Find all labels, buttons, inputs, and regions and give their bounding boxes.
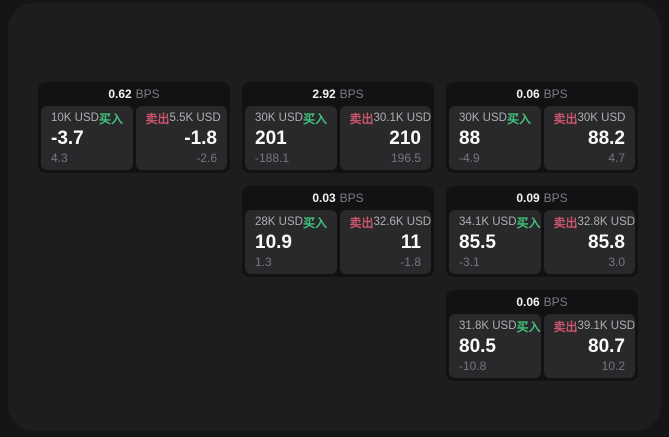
- sell-delta: 10.2: [601, 359, 625, 373]
- buy-quote-tile[interactable]: 34.1K USD 买入 85.5 -3.1: [449, 210, 541, 274]
- sell-button[interactable]: 卖出: [349, 216, 374, 230]
- card-header: 0.06 BPS: [446, 290, 638, 314]
- quote-card-1: 0.62 BPS 10K USD 买入 -3.7 4.3 卖出 5.5K USD…: [38, 82, 230, 173]
- buy-price: 201: [255, 128, 287, 149]
- sell-size-label: 30.1K USD: [373, 112, 432, 125]
- sell-price: -1.8: [184, 128, 217, 149]
- sell-size-label: 32.6K USD: [373, 216, 432, 229]
- buy-button[interactable]: 买入: [302, 216, 327, 230]
- buy-delta: -3.1: [459, 255, 480, 269]
- buy-delta: -10.8: [459, 359, 487, 373]
- spread-bps-value: 0.09: [516, 191, 540, 205]
- sell-button[interactable]: 卖出: [349, 112, 374, 126]
- spread-bps-value: 0.06: [516, 295, 540, 309]
- sell-quote-tile[interactable]: 卖出 32.8K USD 85.8 3.0: [543, 210, 636, 274]
- buy-quote-tile[interactable]: 30K USD 买入 88 -4.9: [449, 106, 541, 170]
- spread-bps-unit: BPS: [339, 191, 364, 205]
- sell-delta: 196.5: [390, 151, 421, 165]
- spread-bps-value: 0.03: [312, 191, 336, 205]
- quotes-panel: 0.62 BPS 10K USD 买入 -3.7 4.3 卖出 5.5K USD…: [8, 3, 661, 431]
- buy-size-label: 31.8K USD: [459, 320, 517, 333]
- sell-button[interactable]: 卖出: [145, 112, 170, 126]
- sell-delta: 3.0: [608, 255, 625, 269]
- sell-button[interactable]: 卖出: [553, 320, 578, 334]
- buy-price: -3.7: [51, 128, 84, 149]
- quote-card-3: 0.06 BPS 30K USD 买入 88 -4.9 卖出 30K USD 8…: [446, 82, 638, 173]
- buy-size-label: 10K USD: [51, 112, 99, 125]
- spread-bps-unit: BPS: [543, 87, 568, 101]
- sell-quote-tile[interactable]: 卖出 30.1K USD 210 196.5: [339, 106, 432, 170]
- card-header: 2.92 BPS: [242, 82, 434, 106]
- buy-delta: 1.3: [255, 255, 272, 269]
- card-body: 30K USD 买入 88 -4.9 卖出 30K USD 88.2 4.7: [446, 106, 638, 173]
- sell-size-label: 32.8K USD: [577, 216, 636, 229]
- sell-delta: -2.6: [196, 151, 217, 165]
- quote-card-4: 0.03 BPS 28K USD 买入 10.9 1.3 卖出 32.6K US…: [242, 186, 434, 277]
- quote-card-6: 0.06 BPS 31.8K USD 买入 80.5 -10.8 卖出 39.1…: [446, 290, 638, 381]
- card-header: 0.03 BPS: [242, 186, 434, 210]
- card-body: 31.8K USD 买入 80.5 -10.8 卖出 39.1K USD 80.…: [446, 314, 638, 381]
- buy-price: 10.9: [255, 232, 292, 253]
- sell-quote-tile[interactable]: 卖出 39.1K USD 80.7 10.2: [543, 314, 636, 378]
- spread-bps-value: 2.92: [312, 87, 336, 101]
- buy-price: 85.5: [459, 232, 496, 253]
- spread-bps-value: 0.62: [108, 87, 132, 101]
- card-body: 34.1K USD 买入 85.5 -3.1 卖出 32.8K USD 85.8…: [446, 210, 638, 277]
- sell-price: 85.8: [588, 232, 625, 253]
- sell-quote-tile[interactable]: 卖出 30K USD 88.2 4.7: [543, 106, 635, 170]
- quote-card-5: 0.09 BPS 34.1K USD 买入 85.5 -3.1 卖出 32.8K…: [446, 186, 638, 277]
- buy-size-label: 30K USD: [255, 112, 303, 125]
- buy-quote-tile[interactable]: 10K USD 买入 -3.7 4.3: [41, 106, 133, 170]
- spread-bps-unit: BPS: [339, 87, 364, 101]
- sell-price: 80.7: [588, 336, 625, 357]
- sell-button[interactable]: 卖出: [553, 112, 578, 126]
- sell-delta: -1.8: [400, 255, 421, 269]
- spread-bps-unit: BPS: [543, 295, 568, 309]
- buy-button[interactable]: 买入: [516, 320, 541, 334]
- sell-delta: 4.7: [608, 151, 625, 165]
- sell-quote-tile[interactable]: 卖出 32.6K USD 11 -1.8: [339, 210, 432, 274]
- buy-button[interactable]: 买入: [516, 216, 541, 230]
- card-header: 0.62 BPS: [38, 82, 230, 106]
- buy-delta: -188.1: [255, 151, 290, 165]
- quote-card-2: 2.92 BPS 30K USD 买入 201 -188.1 卖出 30.1K …: [242, 82, 434, 173]
- card-body: 10K USD 买入 -3.7 4.3 卖出 5.5K USD -1.8 -2.…: [38, 106, 230, 173]
- buy-price: 80.5: [459, 336, 496, 357]
- buy-delta: 4.3: [51, 151, 68, 165]
- buy-price: 88: [459, 128, 481, 149]
- buy-size-label: 34.1K USD: [459, 216, 517, 229]
- buy-button[interactable]: 买入: [506, 112, 531, 126]
- buy-quote-tile[interactable]: 30K USD 买入 201 -188.1: [245, 106, 337, 170]
- card-body: 28K USD 买入 10.9 1.3 卖出 32.6K USD 11 -1.8: [242, 210, 434, 277]
- spread-bps-value: 0.06: [516, 87, 540, 101]
- spread-bps-unit: BPS: [543, 191, 568, 205]
- sell-quote-tile[interactable]: 卖出 5.5K USD -1.8 -2.6: [135, 106, 227, 170]
- sell-size-label: 39.1K USD: [577, 320, 636, 333]
- buy-size-label: 30K USD: [459, 112, 507, 125]
- sell-size-label: 30K USD: [577, 112, 626, 125]
- card-body: 30K USD 买入 201 -188.1 卖出 30.1K USD 210 1…: [242, 106, 434, 173]
- buy-button[interactable]: 买入: [98, 112, 123, 126]
- sell-price: 11: [400, 232, 421, 253]
- sell-button[interactable]: 卖出: [553, 216, 578, 230]
- spread-bps-unit: BPS: [135, 87, 160, 101]
- card-header: 0.09 BPS: [446, 186, 638, 210]
- sell-price: 210: [389, 128, 421, 149]
- buy-size-label: 28K USD: [255, 216, 303, 229]
- card-header: 0.06 BPS: [446, 82, 638, 106]
- sell-size-label: 5.5K USD: [169, 112, 221, 125]
- buy-delta: -4.9: [459, 151, 480, 165]
- buy-quote-tile[interactable]: 28K USD 买入 10.9 1.3: [245, 210, 337, 274]
- sell-price: 88.2: [588, 128, 625, 149]
- buy-button[interactable]: 买入: [302, 112, 327, 126]
- buy-quote-tile[interactable]: 31.8K USD 买入 80.5 -10.8: [449, 314, 541, 378]
